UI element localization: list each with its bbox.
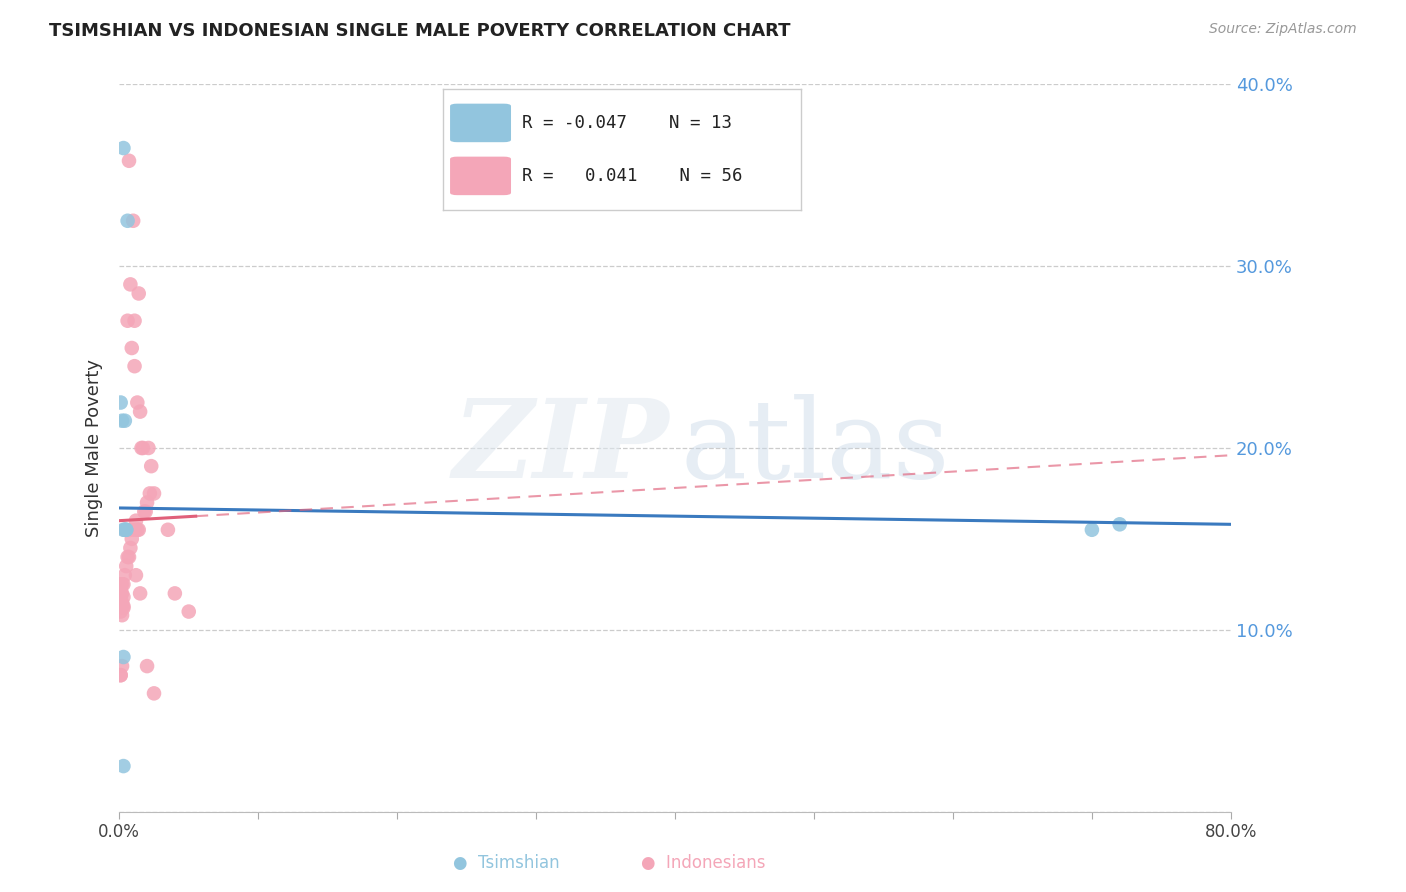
Point (111, 599, 134, 614)
Point (125, 514, 148, 528)
Point (136, 495, 159, 509)
Text: ZIP: ZIP (453, 394, 669, 501)
Point (111, 595, 134, 609)
Text: R =   0.041    N = 56: R = 0.041 N = 56 (522, 167, 742, 185)
Point (131, 441, 153, 455)
Point (141, 459, 163, 474)
Point (156, 523, 179, 537)
Point (117, 213, 139, 227)
Point (118, 153, 141, 168)
Point (134, 505, 156, 519)
Point (121, 532, 143, 546)
Point (114, 414, 136, 428)
Point (112, 141, 135, 155)
Point (163, 586, 186, 600)
Point (115, 559, 138, 574)
Point (139, 486, 162, 500)
Text: ●  Indonesians: ● Indonesians (641, 855, 765, 872)
Point (135, 505, 157, 519)
Point (110, 577, 132, 591)
Text: atlas: atlas (681, 394, 950, 501)
Point (117, 549, 139, 564)
Point (129, 586, 152, 600)
Text: TSIMSHIAN VS INDONESIAN SINGLE MALE POVERTY CORRELATION CHART: TSIMSHIAN VS INDONESIAN SINGLE MALE POVE… (49, 22, 790, 40)
Text: ●  Tsimshian: ● Tsimshian (453, 855, 560, 872)
Point (114, 523, 136, 537)
Point (128, 523, 150, 537)
Point (1108, 517, 1130, 532)
Point (117, 314, 139, 328)
Point (112, 601, 135, 615)
Point (127, 523, 149, 537)
Point (128, 286, 150, 301)
Point (127, 395, 149, 409)
Point (115, 523, 138, 537)
Point (111, 586, 134, 600)
Point (132, 441, 155, 455)
FancyBboxPatch shape (450, 103, 510, 142)
Point (1081, 523, 1104, 537)
Point (143, 686, 166, 700)
Point (111, 659, 134, 673)
Point (143, 486, 166, 500)
Text: R = -0.047    N = 13: R = -0.047 N = 13 (522, 114, 731, 132)
Point (112, 577, 135, 591)
Point (114, 523, 136, 537)
Point (118, 549, 141, 564)
Point (124, 314, 146, 328)
Point (114, 568, 136, 582)
Text: Source: ZipAtlas.com: Source: ZipAtlas.com (1209, 22, 1357, 37)
Point (120, 523, 142, 537)
Point (138, 441, 160, 455)
Point (136, 659, 159, 673)
Point (112, 759, 135, 773)
Point (111, 577, 134, 591)
Point (120, 541, 142, 555)
Point (111, 608, 134, 623)
Point (110, 605, 132, 619)
Point (112, 590, 135, 604)
Point (110, 582, 132, 597)
Point (111, 414, 134, 428)
Point (110, 395, 132, 409)
Point (121, 341, 143, 355)
Point (125, 568, 148, 582)
Y-axis label: Single Male Poverty: Single Male Poverty (86, 359, 103, 537)
Point (124, 359, 146, 374)
Point (177, 605, 200, 619)
FancyBboxPatch shape (450, 157, 510, 195)
Point (110, 668, 132, 682)
Point (129, 404, 152, 418)
Point (110, 668, 132, 682)
Point (110, 595, 132, 609)
Point (110, 588, 132, 602)
Point (115, 523, 138, 537)
Point (112, 650, 135, 665)
Point (124, 523, 146, 537)
Point (112, 523, 135, 537)
Point (110, 595, 132, 609)
Point (112, 599, 135, 614)
Point (122, 213, 145, 227)
Point (120, 277, 142, 292)
